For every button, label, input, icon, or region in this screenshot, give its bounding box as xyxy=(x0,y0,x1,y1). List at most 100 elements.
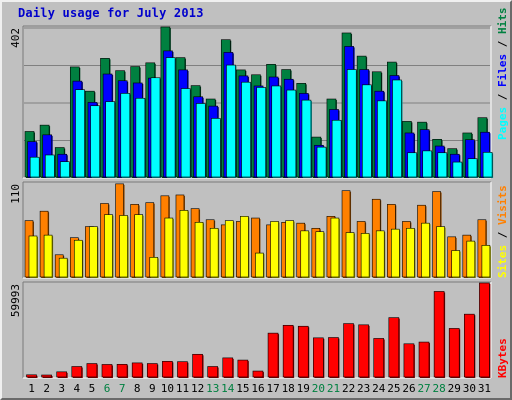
bar-kbytes-day-26 xyxy=(403,343,415,378)
bar-kbytes-day-15 xyxy=(237,359,249,378)
bar-kbytes-day-14 xyxy=(222,357,234,378)
bar-sites-day-2 xyxy=(43,234,53,278)
panel-hits-files-pages: 402 Pages / Files / Hits xyxy=(9,8,509,179)
legend-kbytes: KBytes xyxy=(496,338,509,378)
bar-sites-day-1 xyxy=(28,235,38,278)
bar-kbytes-day-10 xyxy=(162,361,173,378)
day-label-9: 9 xyxy=(149,382,156,395)
bar-pages-day-27 xyxy=(422,150,433,178)
legend-separator: / xyxy=(496,225,509,245)
day-label-14: 14 xyxy=(221,382,235,395)
bar-sites-day-18 xyxy=(285,220,294,278)
day-label-16: 16 xyxy=(251,382,264,395)
day-label-19: 19 xyxy=(297,382,310,395)
y-max-label: 59993 xyxy=(9,284,22,317)
bar-pages-day-5 xyxy=(90,105,100,178)
panel-axis-label: KBytes xyxy=(496,338,509,378)
bar-kbytes-day-5 xyxy=(86,363,98,378)
bar-sites-day-25 xyxy=(391,228,400,278)
bar-sites-day-27 xyxy=(421,222,430,278)
bar-pages-day-22 xyxy=(346,69,357,178)
bar-kbytes-day-13 xyxy=(207,366,218,378)
bar-pages-day-24 xyxy=(377,100,387,178)
y-max-label: 110 xyxy=(9,184,22,204)
bar-pages-day-17 xyxy=(271,85,282,178)
bar-kbytes-day-7 xyxy=(116,364,128,378)
bar-pages-day-12 xyxy=(195,103,206,178)
bar-kbytes-day-18 xyxy=(282,324,294,378)
day-label-31: 31 xyxy=(478,382,491,395)
bar-pages-day-31 xyxy=(482,152,493,178)
bar-kbytes-day-22 xyxy=(343,323,354,378)
bar-sites-day-24 xyxy=(375,230,385,278)
day-label-3: 3 xyxy=(58,382,65,395)
bar-pages-day-4 xyxy=(75,89,85,178)
bar-pages-day-10 xyxy=(165,57,176,178)
bar-kbytes-day-12 xyxy=(192,353,203,378)
panel-visits-sites: 110 Sites / Visits xyxy=(9,181,509,279)
day-label-25: 25 xyxy=(387,382,400,395)
bar-kbytes-day-25 xyxy=(388,317,400,378)
bar-kbytes-day-21 xyxy=(328,337,339,378)
bar-sites-day-26 xyxy=(406,227,415,278)
day-label-2: 2 xyxy=(43,382,50,395)
bar-sites-day-19 xyxy=(300,230,310,278)
legend-separator: / xyxy=(496,34,509,54)
day-label-24: 24 xyxy=(372,382,386,395)
bar-kbytes-day-4 xyxy=(71,366,83,378)
day-label-8: 8 xyxy=(134,382,141,395)
bar-pages-day-19 xyxy=(301,99,312,178)
panel-axis-label: Sites / Visits xyxy=(496,185,509,278)
bar-pages-day-21 xyxy=(331,119,342,178)
bar-pages-day-30 xyxy=(467,158,478,178)
bar-pages-day-28 xyxy=(437,152,448,178)
bar-kbytes-day-27 xyxy=(418,341,430,378)
bar-pages-day-2 xyxy=(44,154,55,178)
bar-pages-day-16 xyxy=(256,87,266,178)
bar-kbytes-day-24 xyxy=(373,338,385,378)
bar-kbytes-day-11 xyxy=(177,361,188,378)
day-label-4: 4 xyxy=(74,382,81,395)
bar-sites-day-22 xyxy=(345,232,355,278)
graph-title: Daily usage for July 2013 xyxy=(18,6,204,20)
bar-pages-day-7 xyxy=(120,93,131,178)
bar-kbytes-day-2 xyxy=(41,374,52,378)
bar-pages-day-23 xyxy=(362,84,372,178)
bar-pages-day-20 xyxy=(316,146,327,178)
bar-kbytes-day-6 xyxy=(101,364,113,378)
day-label-7: 7 xyxy=(119,382,126,395)
bar-sites-day-11 xyxy=(179,210,189,278)
day-label-13: 13 xyxy=(206,382,219,395)
bar-kbytes-day-30 xyxy=(464,313,475,378)
bar-pages-day-15 xyxy=(241,81,251,178)
bar-pages-day-29 xyxy=(452,161,463,178)
bar-sites-day-3 xyxy=(58,257,68,278)
y-max-label: 402 xyxy=(9,28,22,48)
bar-kbytes-day-9 xyxy=(146,363,158,378)
bar-sites-day-29 xyxy=(451,250,461,278)
bar-sites-day-7 xyxy=(119,215,128,278)
day-label-1: 1 xyxy=(28,382,35,395)
bar-pages-day-8 xyxy=(135,97,146,178)
bar-sites-day-8 xyxy=(134,214,143,278)
bar-sites-day-21 xyxy=(330,217,340,278)
bar-sites-day-4 xyxy=(73,239,83,278)
legend-separator: / xyxy=(496,87,509,107)
bar-sites-day-30 xyxy=(466,240,476,278)
bar-kbytes-day-8 xyxy=(131,362,143,378)
legend-visits: Visits xyxy=(496,185,509,225)
bar-kbytes-day-1 xyxy=(26,374,37,378)
bar-kbytes-day-20 xyxy=(313,337,324,378)
bar-sites-day-28 xyxy=(436,226,445,278)
day-label-30: 30 xyxy=(463,382,476,395)
day-label-26: 26 xyxy=(402,382,415,395)
day-label-18: 18 xyxy=(282,382,295,395)
bar-kbytes-day-3 xyxy=(56,371,67,378)
bar-pages-day-1 xyxy=(29,156,40,178)
day-label-20: 20 xyxy=(312,382,325,395)
day-label-21: 21 xyxy=(327,382,340,395)
bar-pages-day-13 xyxy=(211,118,221,178)
legend-pages: Pages xyxy=(496,107,509,140)
bar-sites-day-6 xyxy=(104,214,113,278)
bar-pages-day-25 xyxy=(392,79,402,178)
